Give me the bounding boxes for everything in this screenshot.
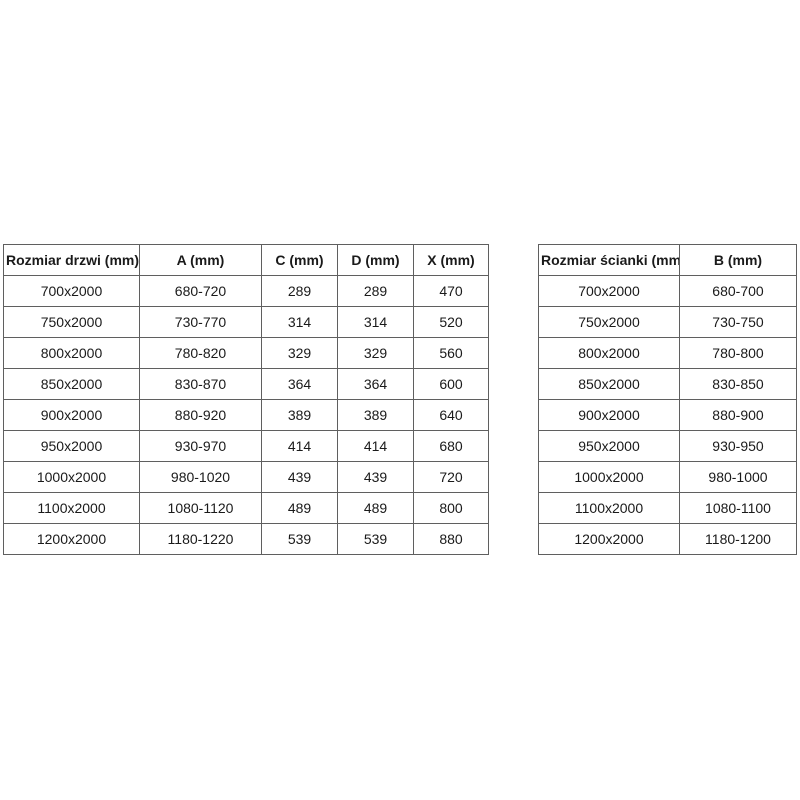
column-header: Rozmiar ścianki (mm) — [538, 244, 680, 276]
door-sizes-table: Rozmiar drzwi (mm) A (mm) C (mm) D (mm) X (m… — [3, 244, 489, 555]
table-cell: 700x2000 — [3, 275, 140, 307]
column-header: A (mm) — [139, 244, 262, 276]
table-cell: 289 — [337, 275, 414, 307]
table-cell: 880-920 — [139, 399, 262, 431]
table-cell: 329 — [261, 337, 338, 369]
table-row: 1100x2000 1080-1100 — [538, 492, 797, 524]
table-cell: 489 — [337, 492, 414, 524]
table-cell: 1080-1120 — [139, 492, 262, 524]
table-cell: 850x2000 — [3, 368, 140, 400]
table-row: 750x2000 730-770 314 314 520 — [3, 306, 489, 338]
table-cell: 414 — [337, 430, 414, 462]
table-cell: 1000x2000 — [3, 461, 140, 493]
table-row: 850x2000 830-870 364 364 600 — [3, 368, 489, 400]
table-cell: 950x2000 — [538, 430, 680, 462]
table-cell: 680 — [413, 430, 489, 462]
table-row: 850x2000 830-850 — [538, 368, 797, 400]
table-cell: 1100x2000 — [538, 492, 680, 524]
table-cell: 830-850 — [679, 368, 797, 400]
table-cell: 750x2000 — [538, 306, 680, 338]
column-header: D (mm) — [337, 244, 414, 276]
table-cell: 850x2000 — [538, 368, 680, 400]
column-header: X (mm) — [413, 244, 489, 276]
table-cell: 439 — [337, 461, 414, 493]
table-cell: 950x2000 — [3, 430, 140, 462]
table-cell: 880-900 — [679, 399, 797, 431]
table-cell: 289 — [261, 275, 338, 307]
table-row: 700x2000 680-720 289 289 470 — [3, 275, 489, 307]
table-cell: 314 — [261, 306, 338, 338]
table-row: 1200x2000 1180-1200 — [538, 523, 797, 555]
table-cell: 389 — [261, 399, 338, 431]
wall-sizes-table-body: 700x2000 680-700 750x2000 730-750 800x2000 78… — [538, 275, 797, 555]
table-cell: 520 — [413, 306, 489, 338]
table-row: 800x2000 780-820 329 329 560 — [3, 337, 489, 369]
table-cell: 750x2000 — [3, 306, 140, 338]
header-row: Rozmiar drzwi (mm) A (mm) C (mm) D (mm) X (m… — [3, 244, 489, 276]
table-cell: 489 — [261, 492, 338, 524]
table-cell: 720 — [413, 461, 489, 493]
table-row: 1200x2000 1180-1220 539 539 880 — [3, 523, 489, 555]
table-cell: 414 — [261, 430, 338, 462]
table-cell: 329 — [337, 337, 414, 369]
table-cell: 1180-1220 — [139, 523, 262, 555]
table-cell: 730-770 — [139, 306, 262, 338]
table-cell: 314 — [337, 306, 414, 338]
table-row: 750x2000 730-750 — [538, 306, 797, 338]
table-row: 950x2000 930-950 — [538, 430, 797, 462]
table-row: 800x2000 780-800 — [538, 337, 797, 369]
wall-sizes-table-header: Rozmiar ścianki (mm) B (mm) — [538, 244, 797, 276]
door-sizes-table-header: Rozmiar drzwi (mm) A (mm) C (mm) D (mm) X (m… — [3, 244, 489, 276]
table-cell: 800 — [413, 492, 489, 524]
table-cell: 600 — [413, 368, 489, 400]
table-cell: 730-750 — [679, 306, 797, 338]
door-sizes-table-body: 700x2000 680-720 289 289 470 750x2000 730-770 3… — [3, 275, 489, 555]
table-cell: 1200x2000 — [3, 523, 140, 555]
table-cell: 539 — [337, 523, 414, 555]
table-row: 1000x2000 980-1020 439 439 720 — [3, 461, 489, 493]
table-cell: 780-800 — [679, 337, 797, 369]
table-cell: 800x2000 — [538, 337, 680, 369]
column-header: B (mm) — [679, 244, 797, 276]
table-cell: 1000x2000 — [538, 461, 680, 493]
table-cell: 800x2000 — [3, 337, 140, 369]
table-row: 1100x2000 1080-1120 489 489 800 — [3, 492, 489, 524]
table-row: 1000x2000 980-1000 — [538, 461, 797, 493]
table-row: 700x2000 680-700 — [538, 275, 797, 307]
table-cell: 389 — [337, 399, 414, 431]
table-cell: 980-1020 — [139, 461, 262, 493]
table-row: 900x2000 880-920 389 389 640 — [3, 399, 489, 431]
wall-sizes-table: Rozmiar ścianki (mm) B (mm) 700x2000 680-7… — [538, 244, 797, 555]
table-cell: 930-970 — [139, 430, 262, 462]
table-cell: 1200x2000 — [538, 523, 680, 555]
table-cell: 980-1000 — [679, 461, 797, 493]
table-cell: 900x2000 — [3, 399, 140, 431]
table-cell: 560 — [413, 337, 489, 369]
table-cell: 930-950 — [679, 430, 797, 462]
table-row: 950x2000 930-970 414 414 680 — [3, 430, 489, 462]
table-cell: 364 — [261, 368, 338, 400]
table-cell: 1180-1200 — [679, 523, 797, 555]
table-cell: 640 — [413, 399, 489, 431]
table-cell: 780-820 — [139, 337, 262, 369]
table-cell: 700x2000 — [538, 275, 680, 307]
table-cell: 1080-1100 — [679, 492, 797, 524]
table-cell: 900x2000 — [538, 399, 680, 431]
table-cell: 539 — [261, 523, 338, 555]
table-cell: 880 — [413, 523, 489, 555]
header-row: Rozmiar ścianki (mm) B (mm) — [538, 244, 797, 276]
table-cell: 680-700 — [679, 275, 797, 307]
table-cell: 830-870 — [139, 368, 262, 400]
table-cell: 1100x2000 — [3, 492, 140, 524]
table-cell: 680-720 — [139, 275, 262, 307]
column-header: Rozmiar drzwi (mm) — [3, 244, 140, 276]
table-row: 900x2000 880-900 — [538, 399, 797, 431]
table-cell: 470 — [413, 275, 489, 307]
table-cell: 439 — [261, 461, 338, 493]
column-header: C (mm) — [261, 244, 338, 276]
table-cell: 364 — [337, 368, 414, 400]
